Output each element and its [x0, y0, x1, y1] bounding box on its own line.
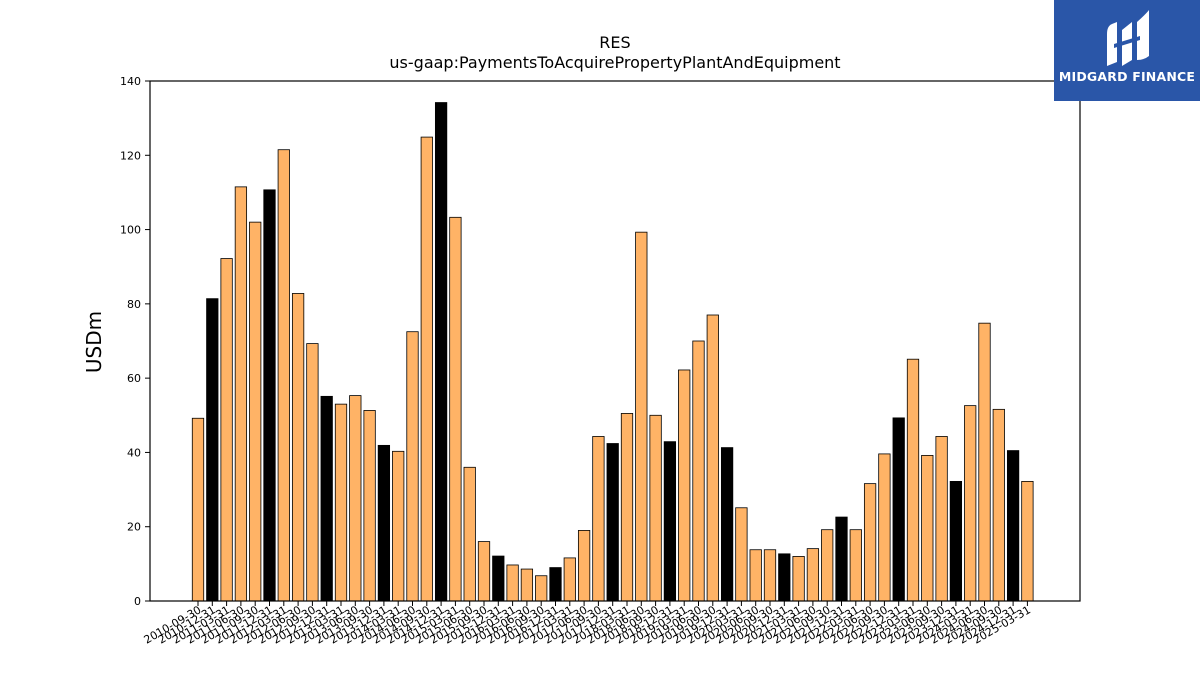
bar-2015-12-31	[492, 555, 505, 602]
bar-2017-06-30	[577, 530, 591, 602]
bar-2024-09-30	[992, 408, 1005, 602]
chart-subtitle: us-gaap:PaymentsToAcquirePropertyPlantAn…	[389, 53, 841, 72]
bar-2019-12-31	[720, 447, 734, 602]
bar-2015-03-31	[449, 216, 462, 602]
bar-2018-12-31	[663, 441, 677, 602]
bars-group	[191, 102, 1034, 602]
bar-2020-03-31	[735, 507, 748, 602]
bar-2012-09-30	[306, 343, 319, 602]
bar-2017-12-31	[606, 443, 619, 602]
bar-2016-12-31	[549, 567, 562, 602]
bar-2023-03-31	[906, 358, 920, 602]
x-axis: 2010-09-302010-12-312011-03-312011-06-30…	[142, 601, 1033, 647]
bar-2011-09-30	[249, 221, 262, 602]
bar-2016-06-30	[520, 568, 534, 602]
bar-2020-09-30	[763, 549, 777, 602]
bar-2024-03-31	[964, 405, 977, 602]
y-axis: 0 20 40 60 80 100 120 140	[120, 75, 150, 608]
bar-2013-09-30	[363, 410, 376, 602]
bar-2022-06-30	[863, 483, 877, 602]
bar-2019-03-31	[678, 369, 691, 602]
bar-2014-09-30	[420, 136, 433, 602]
midgard-logo-icon	[1107, 10, 1149, 66]
bar-2021-12-31	[835, 516, 848, 602]
bar-2017-09-30	[592, 436, 605, 602]
bar-2024-06-30	[978, 322, 991, 602]
bar-2011-12-31	[263, 189, 276, 602]
bar-2021-06-30	[806, 548, 820, 602]
bar-2020-06-30	[749, 549, 762, 602]
bar-2013-06-30	[349, 395, 362, 602]
y-tick-label: 0	[134, 595, 141, 608]
bar-2022-03-31	[849, 529, 862, 602]
bar-2015-09-30	[477, 541, 491, 602]
bar-2021-09-30	[821, 529, 834, 602]
bar-2023-06-30	[921, 454, 934, 602]
bar-2022-09-30	[878, 453, 891, 602]
bar-2011-03-31	[220, 258, 233, 602]
bar-2022-12-31	[892, 417, 905, 602]
y-tick-label: 20	[127, 521, 141, 534]
bar-2016-09-30	[535, 575, 548, 602]
bar-2012-06-30	[291, 293, 305, 602]
bar-2013-03-31	[334, 403, 348, 602]
brand-name: MIDGARD FINANCE	[1058, 69, 1196, 84]
bar-2010-09-30	[191, 417, 205, 602]
bar-2024-12-31	[1006, 450, 1020, 602]
bar-2017-03-31	[563, 557, 576, 602]
bar-2018-06-30	[635, 231, 648, 602]
y-tick-label: 120	[120, 149, 141, 162]
bar-2019-06-30	[692, 340, 705, 602]
bar-2014-03-31	[392, 450, 405, 602]
bar-2014-12-31	[434, 102, 448, 602]
bar-2023-09-30	[935, 436, 948, 602]
bar-2011-06-30	[234, 186, 248, 602]
plot-frame	[149, 80, 1081, 602]
bar-2019-09-30	[706, 314, 719, 602]
brand-logo: MIDGARD FINANCE	[1054, 0, 1200, 101]
y-tick-label: 140	[120, 75, 141, 88]
bar-2018-09-30	[649, 414, 662, 602]
bar-2018-03-31	[620, 413, 634, 602]
bar-2012-12-31	[320, 395, 333, 602]
bar-2020-12-31	[778, 553, 791, 602]
bar-2021-03-31	[792, 556, 805, 602]
bar-2014-06-30	[406, 331, 419, 602]
bar-2016-03-31	[506, 564, 519, 602]
bar-2013-12-31	[377, 444, 391, 602]
y-tick-label: 40	[127, 446, 141, 459]
chart-title: RES	[599, 33, 631, 52]
y-tick-label: 60	[127, 372, 141, 385]
bar-2023-12-31	[949, 480, 963, 602]
bar-2010-12-31	[206, 298, 219, 602]
y-tick-label: 80	[127, 298, 141, 311]
bar-2015-06-30	[463, 466, 476, 602]
y-tick-label: 100	[120, 224, 141, 237]
bar-2012-03-31	[277, 149, 290, 602]
bar-2025-03-31	[1021, 480, 1034, 602]
